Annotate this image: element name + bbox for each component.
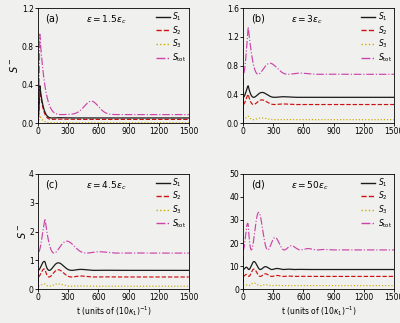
Text: (b): (b) bbox=[251, 14, 264, 24]
X-axis label: t (units of $(10\kappa_1)^{-1}$): t (units of $(10\kappa_1)^{-1}$) bbox=[281, 304, 356, 318]
Text: (d): (d) bbox=[251, 180, 264, 190]
Legend: $S_1$, $S_2$, $S_3$, $S_{\rm tot}$: $S_1$, $S_2$, $S_3$, $S_{\rm tot}$ bbox=[156, 175, 187, 230]
Text: (a): (a) bbox=[46, 14, 59, 24]
Legend: $S_1$, $S_2$, $S_3$, $S_{\rm tot}$: $S_1$, $S_2$, $S_3$, $S_{\rm tot}$ bbox=[361, 10, 392, 65]
Y-axis label: $S^-$: $S^-$ bbox=[16, 224, 28, 239]
Legend: $S_1$, $S_2$, $S_3$, $S_{\rm tot}$: $S_1$, $S_2$, $S_3$, $S_{\rm tot}$ bbox=[361, 175, 392, 230]
Text: $\varepsilon=3\varepsilon_c$: $\varepsilon=3\varepsilon_c$ bbox=[292, 14, 323, 26]
Legend: $S_1$, $S_2$, $S_3$, $S_{\rm tot}$: $S_1$, $S_2$, $S_3$, $S_{\rm tot}$ bbox=[156, 10, 187, 65]
X-axis label: t (units of $(10\kappa_1)^{-1}$): t (units of $(10\kappa_1)^{-1}$) bbox=[76, 304, 151, 318]
Text: (c): (c) bbox=[46, 180, 58, 190]
Text: $\varepsilon=50\varepsilon_c$: $\varepsilon=50\varepsilon_c$ bbox=[292, 180, 329, 192]
Text: $\varepsilon=4.5\varepsilon_c$: $\varepsilon=4.5\varepsilon_c$ bbox=[86, 180, 127, 192]
Y-axis label: $S^-$: $S^-$ bbox=[8, 58, 20, 73]
Text: $\varepsilon=1.5\varepsilon_c$: $\varepsilon=1.5\varepsilon_c$ bbox=[86, 14, 127, 26]
